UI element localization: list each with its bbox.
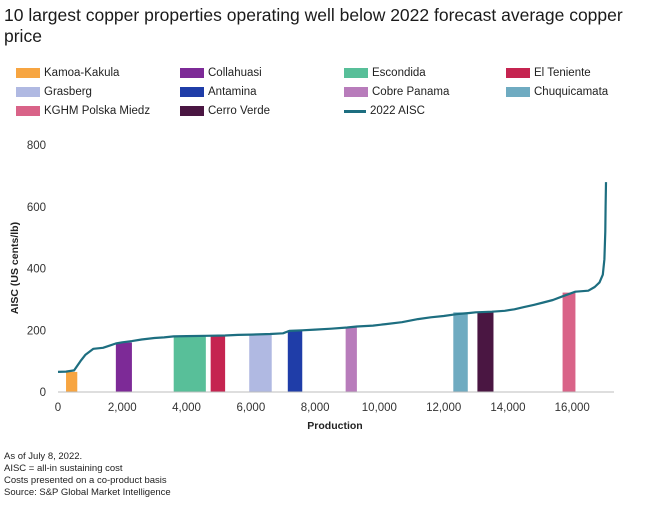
legend-swatch-chuquicamata (506, 87, 530, 97)
x-tick-label: 6,000 (236, 402, 265, 414)
footnote-aisc: AISC = all-in sustaining cost (4, 463, 123, 474)
footnote-costs: Costs presented on a co-product basis (4, 475, 167, 486)
legend-item-2022-aisc: 2022 AISC (344, 103, 425, 119)
bars-group (66, 292, 576, 392)
footnote-source: Source: S&P Global Market Intelligence (4, 487, 171, 498)
bar-cobre-panama (345, 326, 357, 392)
legend-label: Collahuasi (208, 67, 262, 79)
legend-swatch-grasberg (16, 87, 40, 97)
x-tick-label: 0 (55, 402, 61, 414)
footnote-date: As of July 8, 2022. (4, 451, 83, 462)
axes-group: 0 2,000 4,000 6,000 8,000 10,000 12,000 14,000 1… (27, 140, 614, 414)
bar-grasberg (249, 333, 272, 392)
bar-antamina (287, 330, 303, 392)
x-tick-label: 16,000 (555, 402, 590, 414)
x-tick-label: 12,000 (426, 402, 461, 414)
bar-kghm-polska-miedz (562, 292, 576, 392)
legend-item-cobre-panama: Cobre Panama (344, 84, 449, 100)
legend-label: El Teniente (534, 67, 591, 79)
legend-item-kghm-polska-miedz: KGHM Polska Miedz (16, 103, 150, 119)
x-tick-label: 8,000 (301, 402, 330, 414)
legend-label: Chuquicamata (534, 86, 609, 98)
bar-el-teniente (210, 335, 226, 392)
legend-swatch-kghm-polska-miedz (16, 106, 40, 116)
x-tick-label: 4,000 (172, 402, 201, 414)
bar-kamoa-kakula (66, 371, 78, 392)
y-tick-label: 200 (27, 325, 46, 337)
legend: Kamoa-Kakula Collahuasi Escondida El Ten… (0, 0, 657, 120)
bar-chuquicamata (453, 312, 468, 392)
legend-item-kamoa-kakula: Kamoa-Kakula (16, 65, 119, 81)
legend-line-2022-aisc (344, 109, 366, 113)
line-2022-aisc (57, 182, 608, 373)
legend-item-cerro-verde: Cerro Verde (180, 103, 270, 119)
legend-label: KGHM Polska Miedz (44, 105, 151, 117)
legend-label: Cerro Verde (208, 105, 271, 117)
x-axis-label: Production (307, 420, 362, 432)
lines-group (57, 182, 608, 373)
bar-escondida (173, 336, 206, 392)
bar-collahuasi (115, 342, 132, 392)
legend-item-collahuasi: Collahuasi (180, 65, 262, 81)
legend-item-grasberg: Grasberg (16, 84, 92, 100)
legend-label: Escondida (372, 67, 426, 79)
x-tick-label: 2,000 (108, 402, 137, 414)
bar-cerro-verde (477, 311, 494, 392)
y-tick-label: 600 (27, 202, 46, 214)
x-tick-label: 10,000 (362, 402, 397, 414)
legend-label: Antamina (208, 86, 257, 98)
legend-item-antamina: Antamina (180, 84, 257, 100)
legend-item-escondida: Escondida (344, 65, 426, 81)
legend-swatch-cobre-panama (344, 87, 368, 97)
legend-swatch-cerro-verde (180, 106, 204, 116)
x-tick-label: 14,000 (490, 402, 525, 414)
legend-label: Cobre Panama (372, 86, 450, 98)
y-tick-label: 800 (27, 140, 46, 152)
legend-swatch-kamoa-kakula (16, 68, 40, 78)
legend-label: 2022 AISC (370, 105, 425, 117)
legend-swatch-el-teniente (506, 68, 530, 78)
legend-item-el-teniente: El Teniente (506, 65, 591, 81)
legend-item-chuquicamata: Chuquicamata (506, 84, 608, 100)
y-tick-label: 400 (27, 264, 46, 276)
legend-label: Kamoa-Kakula (44, 67, 120, 79)
footnotes: As of July 8, 2022. AISC = all-in sustai… (4, 451, 171, 499)
legend-swatch-escondida (344, 68, 368, 78)
legend-swatch-antamina (180, 87, 204, 97)
legend-label: Grasberg (44, 86, 92, 98)
legend-swatch-collahuasi (180, 68, 204, 78)
chart-title: 10 largest copper properties operating w… (4, 5, 623, 46)
y-tick-label: 0 (40, 387, 46, 399)
y-axis-label: AISC (US cents/lb) (9, 222, 21, 314)
